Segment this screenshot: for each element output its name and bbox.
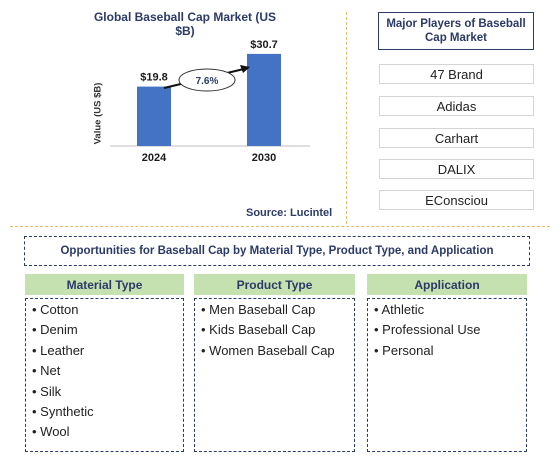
cagr-annotation: 7.6% [163, 65, 250, 92]
material-type-header: Material Type [25, 274, 184, 295]
application-list: Athletic Professional Use Personal [367, 298, 527, 452]
list-item: Cotton [32, 300, 177, 320]
list-item: Denim [32, 320, 177, 340]
list-item: Silk [32, 382, 177, 402]
list-item: Synthetic [32, 402, 177, 422]
list-item: Athletic [374, 300, 520, 320]
vertical-divider [346, 12, 347, 224]
list-item: Women Baseball Cap [201, 341, 348, 361]
list-item: Net [32, 361, 177, 381]
list-item: Kids Baseball Cap [201, 320, 348, 340]
x-tick-label-2024: 2024 [142, 152, 167, 164]
x-tick-label-2030: 2030 [252, 152, 276, 164]
bar-value-label-2030: $30.7 [250, 39, 278, 51]
players-title: Major Players of Baseball Cap Market [378, 12, 534, 50]
material-type-list: Cotton Denim Leather Net Silk Synthetic … [25, 298, 184, 452]
list-item: Professional Use [374, 320, 520, 340]
opportunities-title: Opportunities for Baseball Cap by Materi… [24, 236, 530, 266]
player-item: Carhart [379, 128, 534, 148]
chart-title: Global Baseball Cap Market (US $B) [93, 10, 277, 38]
chart-source: Source: Lucintel [246, 207, 333, 219]
bar-2030 [247, 53, 281, 146]
list-item: Leather [32, 341, 177, 361]
cagr-arrow-head [240, 65, 250, 73]
list-item: Wool [32, 422, 177, 442]
bar-chart: $19.8 $30.7 2024 2030 7.6% [110, 39, 310, 164]
list-item: Men Baseball Cap [201, 300, 348, 320]
player-item: DALIX [379, 159, 534, 179]
cagr-label: 7.6% [196, 76, 219, 87]
bar-2024 [137, 86, 171, 146]
bar-value-label-2024: $19.8 [140, 72, 168, 84]
horizontal-divider [10, 226, 550, 227]
product-type-list: Men Baseball Cap Kids Baseball Cap Women… [194, 298, 355, 452]
application-header: Application [367, 274, 527, 295]
product-type-header: Product Type [194, 274, 355, 295]
cagr-ellipse [178, 68, 236, 92]
player-item: 47 Brand [379, 64, 534, 84]
list-item: Personal [374, 341, 520, 361]
player-item: Adidas [379, 96, 534, 116]
player-item: EConsciou [379, 190, 534, 210]
